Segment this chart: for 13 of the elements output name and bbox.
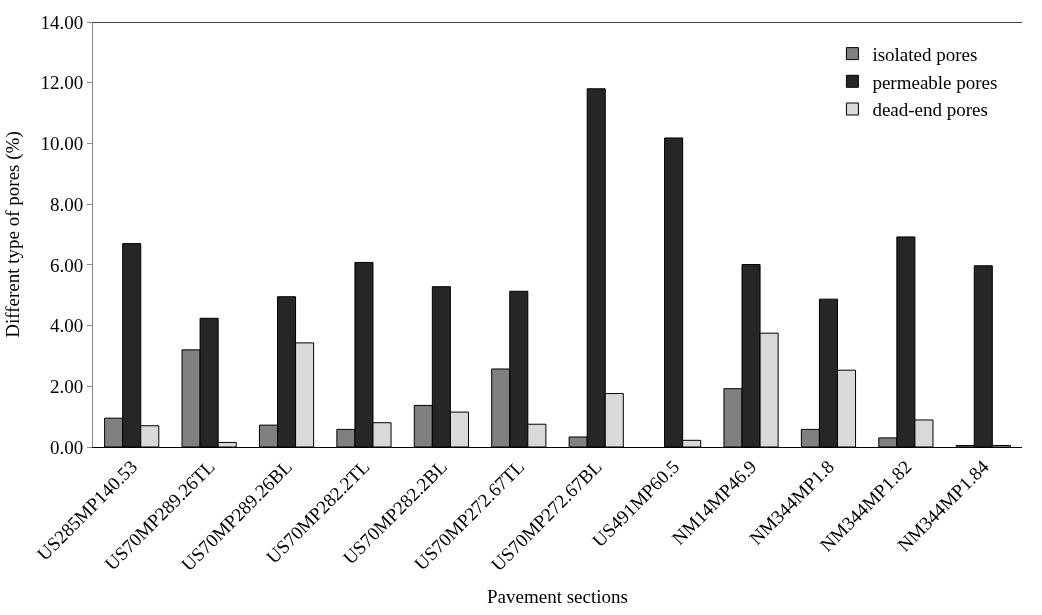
y-axis-title: Different type of pores (%) (2, 131, 25, 338)
y-tick-label: 12.00 (40, 72, 84, 94)
y-tick-label: 8.00 (49, 193, 84, 215)
y-tick-label: 6.00 (49, 254, 84, 276)
y-tick-label: 0.00 (49, 436, 84, 458)
y-tick-label: 2.00 (49, 375, 84, 397)
y-tick-label: 10.00 (40, 133, 84, 155)
y-tick-label: 4.00 (49, 315, 84, 337)
y-tick-label: 14.00 (40, 11, 84, 33)
legend-label: dead-end pores (872, 99, 988, 121)
legend-label: permeable pores (872, 71, 998, 93)
legend-label: isolated pores (872, 44, 978, 66)
x-axis-title: Pavement sections (487, 585, 628, 607)
